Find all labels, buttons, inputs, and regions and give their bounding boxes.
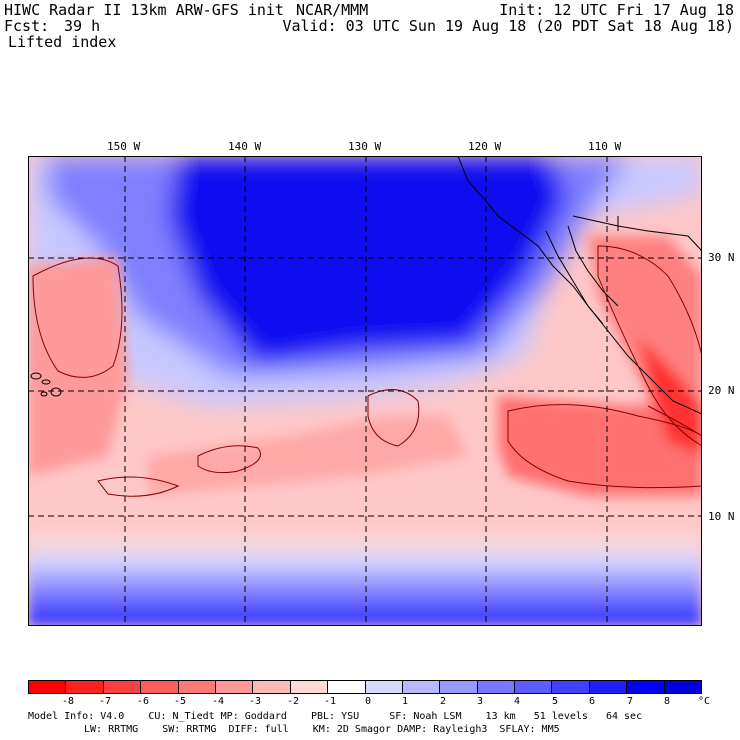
model-info-line1: Model Info: V4.0 CU: N_Tiedt MP: Goddard… [28,711,643,722]
colorbar-unit: °C [697,696,711,707]
colorbar-segment [215,680,254,694]
colorbar-tick: -8 [61,696,75,707]
colorbar-segment [627,680,665,694]
colorbar-segment [253,680,291,694]
colorbar-tick: 7 [626,696,634,707]
colorbar-tick: 5 [551,696,559,707]
lat-label-10n: 10 N [708,510,735,523]
colorbar-segment [552,680,590,694]
colorbar-segment [103,680,142,694]
colorbar-tick: 6 [588,696,596,707]
colorbar-segment [328,680,366,694]
colorbar-segment [440,680,478,694]
colorbar-segment [178,680,216,694]
lon-label-130w: 130 W [348,140,382,153]
colorbar-segment [290,680,329,694]
lat-label-20n: 20 N [708,384,735,397]
organization-label: NCAR/MMM [296,1,369,19]
colorbar-tick: -5 [173,696,187,707]
lifted-index-map [28,156,702,626]
forecast-label: Fcst: [4,17,50,35]
forecast-hour: 39 h [64,17,101,35]
colorbar-tick: 3 [476,696,484,707]
colorbar-segment [141,680,179,694]
lon-label-110w: 110 W [588,140,622,153]
colorbar-tick: 2 [439,696,447,707]
lon-label-150w: 150 W [107,140,141,153]
coastlines [457,156,702,415]
contour-lines [32,245,702,497]
lat-lon-grid [28,156,702,626]
model-info-line2: LW: RRTMG SW: RRTMG DIFF: full KM: 2D Sm… [84,724,560,735]
colorbar-tick: -1 [323,696,337,707]
colorbar-tick: -7 [98,696,112,707]
colorbar-tick: -2 [286,696,300,707]
model-title: HIWC Radar II 13km ARW-GFS init [4,1,284,19]
colorbar-segment [66,680,104,694]
colorbar-segment [515,680,553,694]
colorbar [28,680,703,694]
colorbar-tick: -6 [136,696,150,707]
colorbar-segment [365,680,403,694]
colorbar-tick: -3 [248,696,262,707]
map-border [28,156,702,626]
field-name: Lifted index [8,33,117,51]
colorbar-segment [477,680,516,694]
colorbar-tick: 4 [513,696,521,707]
colorbar-segment [402,680,441,694]
colorbar-segment [28,680,67,694]
colorbar-segment [589,680,628,694]
map-field [28,156,702,626]
lon-label-140w: 140 W [228,140,262,153]
colorbar-tick: 8 [663,696,671,707]
lon-label-120w: 120 W [468,140,502,153]
colorbar-tick: -4 [211,696,225,707]
hawaiian-islands [30,372,62,397]
colorbar-tick: 1 [401,696,409,707]
init-time: Init: 12 UTC Fri 17 Aug 18 [499,1,734,19]
valid-time: Valid: 03 UTC Sun 19 Aug 18 (20 PDT Sat … [282,17,734,35]
lat-label-30n: 30 N [708,251,735,264]
colorbar-tick: 0 [364,696,372,707]
colorbar-segment [664,680,703,694]
